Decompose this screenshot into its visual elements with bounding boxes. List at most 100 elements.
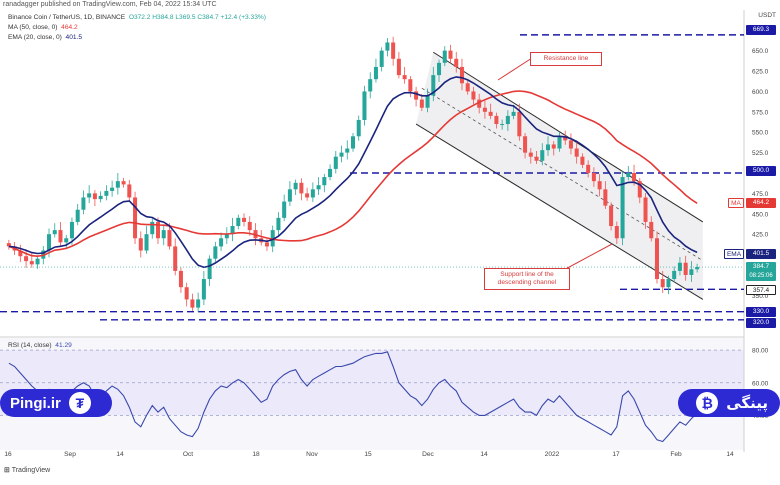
candle-body-118	[683, 262, 688, 275]
legend-ema-line: EMA (20, close, 0) 401.5	[8, 34, 82, 41]
candle-body-53	[310, 189, 315, 198]
legend-rsi-value: 41.29	[55, 342, 72, 349]
x-tick-6: 15	[364, 451, 372, 458]
brand-right-text: پینگی	[726, 395, 768, 412]
price-tick-425: 425.0	[752, 232, 769, 239]
candle-body-12	[75, 209, 80, 222]
candle-body-46	[270, 230, 275, 247]
candle-body-42	[247, 221, 252, 231]
candle-body-54	[316, 185, 321, 190]
candle-body-100	[580, 156, 585, 165]
x-tick-12: 14	[726, 451, 734, 458]
candle-body-105	[609, 205, 614, 227]
candle-body-55	[322, 177, 327, 186]
candle-body-101	[586, 164, 591, 173]
candle-body-11	[69, 221, 74, 239]
tradingview-footer: ⊞ TradingView	[4, 466, 50, 474]
candle-body-69	[402, 75, 407, 80]
price-tick-525: 525.0	[752, 150, 769, 157]
candle-body-67	[391, 42, 396, 59]
candle-body-63	[368, 79, 373, 92]
candle-body-2	[18, 250, 23, 257]
candle-body-113	[654, 238, 659, 280]
candle-body-20	[121, 181, 126, 185]
x-tick-0: 16	[4, 451, 12, 458]
price-tick-575: 575.0	[752, 109, 769, 116]
tradingview-footer-text: TradingView	[11, 467, 51, 474]
x-tick-11: Feb	[670, 451, 682, 458]
candle-body-36	[213, 246, 218, 259]
candle-body-89	[517, 111, 522, 137]
candle-body-94	[546, 144, 551, 151]
candle-body-62	[362, 91, 367, 120]
candle-body-22	[133, 197, 138, 239]
candle-body-39	[230, 226, 235, 235]
price-tick-600: 600.0	[752, 89, 769, 96]
candle-body-85	[494, 115, 499, 125]
candle-body-38	[224, 234, 229, 239]
x-tick-4: 18	[252, 451, 260, 458]
candle-body-65	[379, 50, 384, 67]
legend-pair-line: Binance Coin / TetherUS, 1D, BINANCE O37…	[8, 14, 266, 21]
candle-body-45	[264, 242, 269, 247]
candle-body-78	[454, 58, 459, 67]
tag-level-500: 500.0	[746, 166, 776, 176]
candle-body-40	[236, 217, 241, 227]
x-tick-7: Dec	[422, 451, 434, 458]
legend-ema-label: EMA (20, close, 0)	[8, 34, 62, 41]
candle-body-88	[511, 111, 516, 116]
candle-body-64	[373, 66, 378, 80]
x-tick-1: Sep	[64, 451, 76, 458]
candle-body-59	[345, 148, 350, 153]
candle-body-106	[614, 226, 619, 239]
support-annotation: Support line of the descending channel	[484, 268, 570, 290]
candle-body-102	[591, 173, 596, 182]
candle-body-77	[448, 50, 453, 59]
candle-body-17	[104, 190, 109, 196]
tag-level-357: 357.4	[746, 285, 776, 295]
candle-body-86	[500, 124, 505, 126]
currency-label: USDT	[758, 12, 776, 19]
candle-body-68	[396, 58, 401, 76]
brand-badge-right: ₿ پینگی	[678, 389, 780, 417]
candle-body-97	[563, 136, 568, 141]
price-tick-625: 625.0	[752, 69, 769, 76]
candle-body-95	[551, 144, 556, 149]
candle-body-117	[677, 262, 682, 271]
candle-body-15	[92, 193, 97, 200]
legend-ema-value: 401.5	[65, 34, 83, 41]
candle-body-93	[540, 150, 545, 161]
candle-body-48	[282, 201, 287, 218]
tag-ema-label: EMA	[724, 249, 744, 259]
channel-fill	[416, 52, 703, 300]
candle-body-28	[167, 230, 172, 247]
x-tick-2: 14	[116, 451, 124, 458]
candle-body-98	[568, 140, 573, 149]
candle-body-41	[242, 217, 247, 222]
candle-body-119	[689, 269, 694, 275]
candle-body-71	[414, 91, 419, 100]
candle-body-19	[115, 181, 120, 188]
tag-last-price: 384.7	[746, 262, 776, 272]
publish-header: ranadagger published on TradingView.com,…	[3, 1, 217, 8]
candle-body-24	[144, 234, 149, 251]
legend-rsi-line: RSI (14, close) 41.29	[8, 342, 72, 349]
legend-pair: Binance Coin / TetherUS, 1D, BINANCE	[8, 14, 126, 21]
candle-body-58	[339, 152, 344, 157]
resistance-annotation: Resistance line	[530, 52, 602, 66]
candle-body-91	[528, 152, 533, 157]
x-tick-10: 17	[612, 451, 620, 458]
candle-body-70	[408, 79, 413, 92]
candle-body-35	[207, 258, 212, 280]
candle-body-72	[419, 99, 424, 108]
ma50-line	[8, 90, 698, 258]
price-tick-550: 550.0	[752, 130, 769, 137]
candle-body-92	[534, 156, 539, 161]
candle-body-33	[196, 299, 201, 308]
candle-body-37	[219, 238, 224, 247]
candle-body-81	[471, 91, 476, 100]
candle-body-96	[557, 136, 562, 149]
candle-body-16	[98, 195, 103, 200]
candle-body-7	[47, 234, 52, 251]
